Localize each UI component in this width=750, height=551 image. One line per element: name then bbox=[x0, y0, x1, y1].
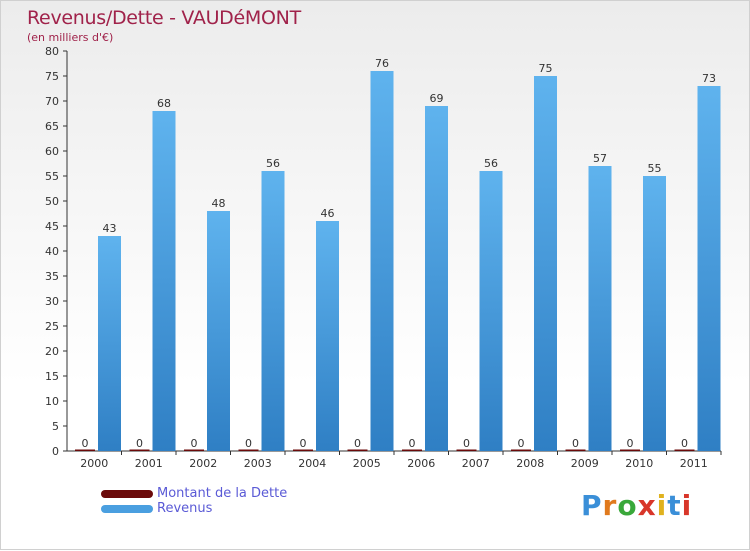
data-label-dette: 0 bbox=[300, 437, 307, 450]
bar-dette bbox=[238, 449, 259, 451]
data-label-dette: 0 bbox=[518, 437, 525, 450]
bar-dette bbox=[75, 449, 95, 451]
data-label-dette: 0 bbox=[627, 437, 634, 450]
data-label-revenus: 55 bbox=[648, 162, 662, 175]
x-tick-label: 2003 bbox=[244, 457, 272, 470]
bar-dette bbox=[293, 449, 313, 451]
bar-revenus bbox=[479, 171, 503, 451]
x-tick-label: 2009 bbox=[571, 457, 599, 470]
bar-revenus bbox=[207, 211, 230, 451]
data-label-revenus: 69 bbox=[430, 92, 444, 105]
y-tick-label: 65 bbox=[45, 120, 59, 133]
y-tick-label: 20 bbox=[45, 345, 59, 358]
y-tick-label: 10 bbox=[45, 395, 59, 408]
logo-letter: o bbox=[617, 489, 638, 522]
data-label-revenus: 46 bbox=[321, 207, 335, 220]
data-label-dette: 0 bbox=[681, 437, 688, 450]
bar-revenus bbox=[98, 236, 121, 451]
bar-dette bbox=[674, 449, 695, 451]
x-tick-label: 2001 bbox=[135, 457, 163, 470]
bar-revenus bbox=[316, 221, 339, 451]
bar-dette bbox=[347, 449, 368, 451]
data-label-revenus: 75 bbox=[539, 62, 553, 75]
bar-revenus bbox=[152, 111, 176, 451]
bar-dette bbox=[620, 449, 640, 451]
logo-letter: i bbox=[681, 489, 693, 522]
data-label-revenus: 73 bbox=[702, 72, 716, 85]
data-label-revenus: 48 bbox=[212, 197, 226, 210]
legend-label-revenus: Revenus bbox=[157, 501, 213, 516]
x-tick-label: 2007 bbox=[462, 457, 490, 470]
data-label-dette: 0 bbox=[354, 437, 361, 450]
chart-subtitle: (en milliers d'€) bbox=[27, 31, 114, 44]
legend-label-dette: Montant de la Dette bbox=[157, 486, 288, 501]
x-tick-label: 2010 bbox=[625, 457, 653, 470]
x-tick-label: 2002 bbox=[189, 457, 217, 470]
x-tick-label: 2004 bbox=[298, 457, 326, 470]
bar-revenus bbox=[425, 106, 448, 451]
proxiti-logo: Proxiti bbox=[581, 489, 692, 522]
logo-letter: i bbox=[656, 489, 668, 522]
data-label-dette: 0 bbox=[409, 437, 416, 450]
bar-dette bbox=[565, 449, 586, 451]
bar-dette bbox=[402, 449, 422, 451]
bar-dette bbox=[129, 449, 150, 451]
data-label-dette: 0 bbox=[191, 437, 198, 450]
x-tick-label: 2008 bbox=[516, 457, 544, 470]
y-tick-label: 35 bbox=[45, 270, 59, 283]
y-tick-label: 40 bbox=[45, 245, 59, 258]
bar-dette bbox=[511, 449, 531, 451]
y-tick-label: 75 bbox=[45, 70, 59, 83]
data-label-dette: 0 bbox=[245, 437, 252, 450]
logo-letter: P bbox=[581, 489, 603, 522]
data-label-dette: 0 bbox=[463, 437, 470, 450]
bar-revenus bbox=[697, 86, 721, 451]
bar-revenus bbox=[588, 166, 612, 451]
y-tick-label: 0 bbox=[52, 445, 59, 458]
legend-swatch-revenus bbox=[101, 505, 153, 513]
x-tick-label: 2011 bbox=[680, 457, 708, 470]
data-label-revenus: 57 bbox=[593, 152, 607, 165]
y-tick-label: 30 bbox=[45, 295, 59, 308]
logo-letter: t bbox=[667, 489, 682, 522]
data-label-revenus: 56 bbox=[266, 157, 280, 170]
x-tick-label: 2005 bbox=[353, 457, 381, 470]
y-tick-label: 50 bbox=[45, 195, 59, 208]
legend-swatch-dette bbox=[101, 490, 153, 498]
data-label-dette: 0 bbox=[136, 437, 143, 450]
y-tick-label: 15 bbox=[45, 370, 59, 383]
chart-title: Revenus/Dette - VAUDéMONT bbox=[27, 7, 301, 29]
data-label-dette: 0 bbox=[572, 437, 579, 450]
y-tick-label: 45 bbox=[45, 220, 59, 233]
x-tick-label: 2000 bbox=[80, 457, 108, 470]
bar-revenus bbox=[534, 76, 557, 451]
y-tick-label: 5 bbox=[52, 420, 59, 433]
y-tick-label: 70 bbox=[45, 95, 59, 108]
data-label-revenus: 56 bbox=[484, 157, 498, 170]
logo-letter: r bbox=[602, 489, 618, 522]
data-label-dette: 0 bbox=[82, 437, 89, 450]
bar-dette bbox=[456, 449, 477, 451]
bar-revenus bbox=[261, 171, 285, 451]
y-tick-label: 55 bbox=[45, 170, 59, 183]
bar-dette bbox=[184, 449, 204, 451]
x-tick-label: 2006 bbox=[407, 457, 435, 470]
y-tick-label: 80 bbox=[45, 45, 59, 58]
data-label-revenus: 43 bbox=[103, 222, 117, 235]
data-label-revenus: 76 bbox=[375, 57, 389, 70]
data-label-revenus: 68 bbox=[157, 97, 171, 110]
y-tick-label: 60 bbox=[45, 145, 59, 158]
bar-revenus bbox=[370, 71, 394, 451]
logo-letter: x bbox=[637, 489, 657, 522]
bar-revenus bbox=[643, 176, 666, 451]
y-tick-label: 25 bbox=[45, 320, 59, 333]
